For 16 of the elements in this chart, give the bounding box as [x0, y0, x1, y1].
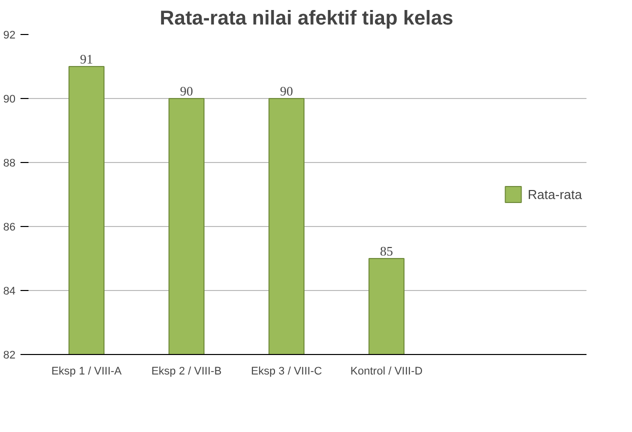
x-tick-label: Kontrol / VIII-D [350, 366, 423, 378]
x-tick-label: Eksp 3 / VIII-C [251, 366, 322, 378]
data-label: 91 [80, 52, 93, 66]
legend-label: Rata-rata [528, 186, 582, 202]
x-tick-label: Eksp 2 / VIII-B [151, 366, 222, 378]
data-label: 90 [180, 84, 193, 98]
y-tick-label: 82 [3, 350, 16, 362]
y-tick-label: 86 [3, 222, 16, 234]
data-label: 90 [280, 84, 293, 98]
y-tick-label: 92 [3, 30, 16, 42]
x-tick-label: Eksp 1 / VIII-A [51, 366, 122, 378]
y-tick-label: 90 [3, 94, 16, 106]
chart-title: Rata-rata nilai afektif tiap kelas [160, 8, 454, 30]
data-label: 85 [380, 244, 393, 258]
y-tick-label: 84 [3, 286, 16, 298]
y-tick-label: 88 [3, 158, 16, 170]
